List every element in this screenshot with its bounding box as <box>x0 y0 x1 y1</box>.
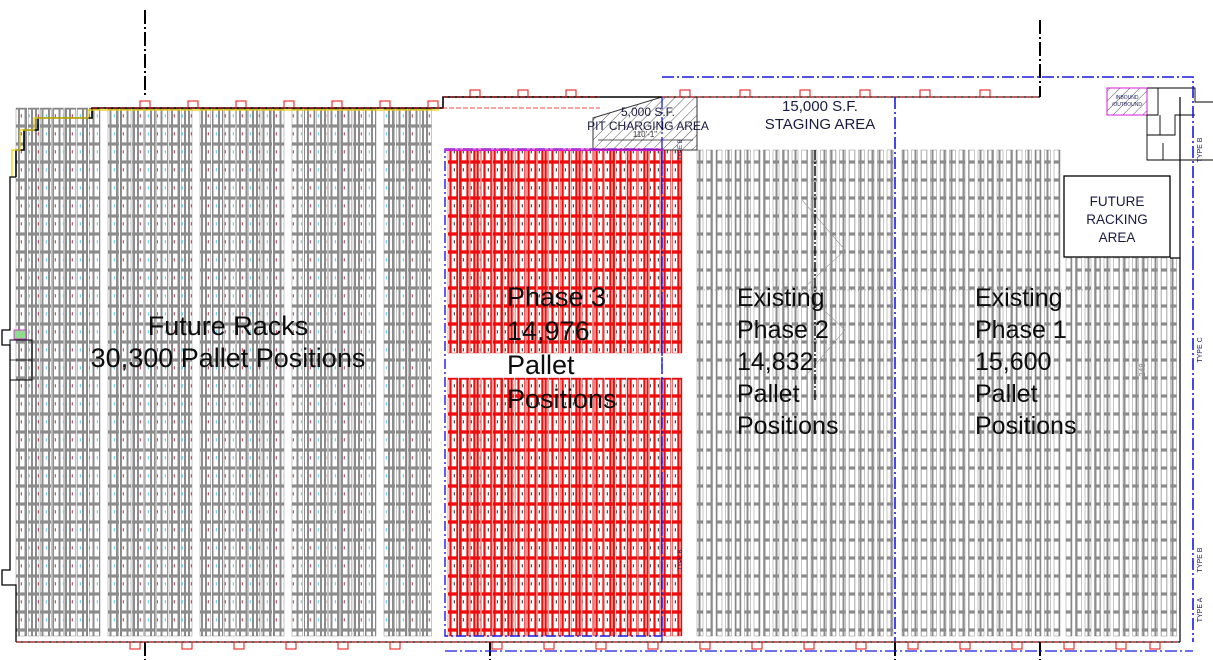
svg-text:TYPE A: TYPE A <box>1197 597 1204 622</box>
svg-text:TYPE C: TYPE C <box>1197 337 1204 362</box>
svg-text:Phase 3: Phase 3 <box>507 282 606 312</box>
svg-text:14,832: 14,832 <box>737 348 813 376</box>
svg-text:Existing: Existing <box>737 284 825 312</box>
svg-text:TYPE B: TYPE B <box>678 139 684 160</box>
svg-text:/OUTBOUND: /OUTBOUND <box>1112 102 1142 108</box>
svg-text:Existing: Existing <box>975 284 1063 312</box>
svg-text:Positions: Positions <box>975 412 1076 440</box>
svg-text:Positions: Positions <box>737 412 838 440</box>
svg-text:Phase 1: Phase 1 <box>975 316 1067 344</box>
svg-text:15,000 S.F.: 15,000 S.F. <box>782 98 858 115</box>
svg-text:INBOUND: INBOUND <box>1115 95 1138 101</box>
svg-text:248: 248 <box>1138 363 1147 377</box>
svg-text:Pallet: Pallet <box>737 380 800 408</box>
svg-text:FUTURE: FUTURE <box>1090 194 1145 209</box>
svg-text:TYPE B: TYPE B <box>1197 137 1204 162</box>
svg-text:30,300 Pallet Positions: 30,300 Pallet Positions <box>91 343 366 373</box>
svg-text:RACKING: RACKING <box>1086 212 1148 227</box>
svg-text:Pallet: Pallet <box>507 350 575 380</box>
svg-text:Phase 2: Phase 2 <box>737 316 829 344</box>
svg-text:AREA: AREA <box>1099 230 1136 245</box>
svg-text:Positions: Positions <box>507 384 617 414</box>
svg-text:TYPE B: TYPE B <box>678 549 684 570</box>
svg-text:Future Racks: Future Racks <box>148 311 309 341</box>
svg-text:Pallet: Pallet <box>975 380 1038 408</box>
svg-text:STAGING AREA: STAGING AREA <box>765 116 876 133</box>
svg-text:5,000 S.F.: 5,000 S.F. <box>621 105 675 119</box>
svg-text:14,976: 14,976 <box>507 316 590 346</box>
svg-text:TYPE B: TYPE B <box>1197 547 1204 572</box>
svg-text:PIT CHARGING AREA: PIT CHARGING AREA <box>587 119 709 133</box>
svg-text:15,600: 15,600 <box>975 348 1051 376</box>
